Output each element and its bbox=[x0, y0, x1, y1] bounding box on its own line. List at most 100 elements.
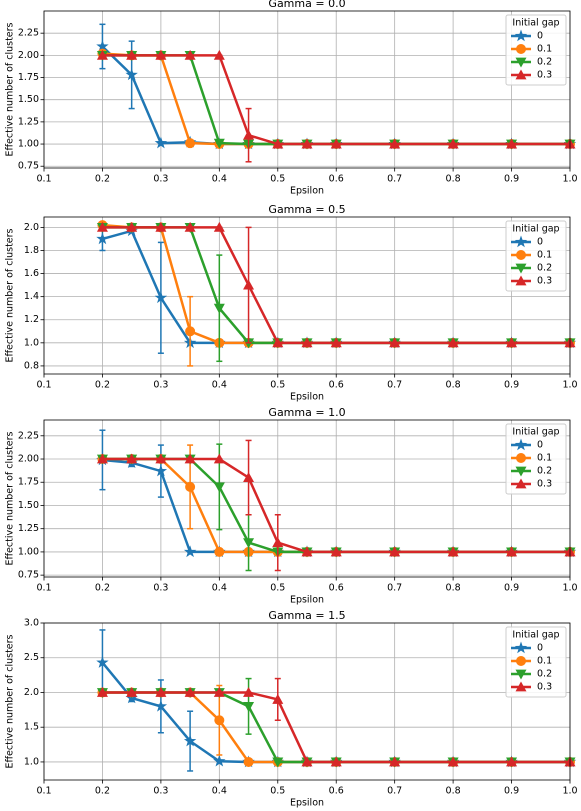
y-tick-label: 3.0 bbox=[24, 618, 39, 629]
y-tick-label: 1.5 bbox=[24, 722, 39, 733]
marker bbox=[243, 472, 255, 482]
marker bbox=[301, 546, 313, 557]
x-tick-label: 0.7 bbox=[387, 174, 402, 185]
marker bbox=[185, 326, 196, 337]
x-tick-label: 0.2 bbox=[95, 380, 110, 391]
marker bbox=[389, 138, 401, 149]
x-tick-label: 0.2 bbox=[95, 583, 110, 594]
x-tick-label: 0.6 bbox=[329, 583, 344, 594]
x-tick-label: 0.3 bbox=[153, 174, 168, 185]
subplot-title: Gamma = 0.0 bbox=[268, 0, 345, 10]
marker bbox=[126, 686, 138, 697]
y-tick-label: 1.75 bbox=[18, 72, 39, 83]
marker bbox=[301, 337, 313, 348]
marker bbox=[154, 699, 168, 712]
marker bbox=[447, 337, 459, 348]
marker bbox=[183, 734, 197, 747]
marker bbox=[243, 686, 255, 697]
marker bbox=[213, 221, 225, 232]
legend-label: 0 bbox=[537, 237, 543, 248]
x-tick-label: 0.6 bbox=[329, 380, 344, 391]
marker bbox=[516, 250, 526, 260]
x-tick-label: 0.1 bbox=[36, 174, 51, 185]
marker bbox=[330, 138, 342, 149]
x-tick-label: 0.8 bbox=[446, 380, 461, 391]
x-tick-label: 0.3 bbox=[153, 786, 168, 797]
y-tick-label: 2.5 bbox=[24, 652, 39, 663]
marker bbox=[213, 138, 225, 149]
legend: Initial gap 0 0.1 0.2 0.3 bbox=[505, 14, 567, 86]
y-tick-label: 0.75 bbox=[18, 161, 39, 172]
x-tick-label: 0.3 bbox=[153, 380, 168, 391]
marker bbox=[184, 49, 196, 60]
legend-label: 0.1 bbox=[537, 44, 552, 55]
marker bbox=[506, 138, 518, 149]
x-tick-label: 0.7 bbox=[387, 583, 402, 594]
y-axis-label: Effective number of clusters bbox=[5, 634, 16, 768]
x-tick-label: 0.7 bbox=[387, 786, 402, 797]
legend-label: 0.2 bbox=[537, 57, 552, 68]
legend-label: 0.3 bbox=[537, 276, 552, 287]
y-axis-label: Effective number of clusters bbox=[5, 228, 16, 362]
subplot: Gamma = 1.5 0.1 0.2 0.3 0.4 0.5 0.6 0.7 0.8 0.9 1.… bbox=[5, 609, 578, 809]
x-tick-label: 0.2 bbox=[95, 174, 110, 185]
marker bbox=[185, 481, 196, 492]
marker bbox=[506, 337, 518, 348]
marker bbox=[213, 686, 225, 697]
x-tick-label: 0.4 bbox=[212, 583, 227, 594]
marker bbox=[125, 68, 138, 81]
marker bbox=[96, 39, 109, 52]
marker bbox=[272, 337, 284, 348]
legend-label: 0.2 bbox=[537, 466, 552, 477]
x-tick-label: 0.8 bbox=[446, 786, 461, 797]
marker bbox=[272, 757, 284, 768]
marker bbox=[96, 656, 109, 668]
x-tick-label: 0.6 bbox=[329, 174, 344, 185]
marker bbox=[330, 546, 342, 557]
y-tick-label: 1.00 bbox=[18, 546, 39, 557]
y-tick-label: 1.00 bbox=[18, 139, 39, 150]
plot-frame bbox=[43, 622, 571, 781]
subplot-title: Gamma = 1.5 bbox=[268, 609, 345, 622]
x-tick-label: 1.0 bbox=[562, 380, 577, 391]
marker bbox=[515, 478, 527, 489]
marker bbox=[184, 453, 196, 464]
marker bbox=[301, 756, 313, 767]
subplot-title: Gamma = 0.5 bbox=[268, 203, 345, 216]
marker bbox=[243, 129, 255, 140]
y-tick-label: 1.8 bbox=[24, 245, 39, 256]
marker bbox=[506, 546, 518, 557]
marker bbox=[214, 546, 225, 557]
marker bbox=[184, 221, 196, 232]
legend-title: Initial gap bbox=[512, 224, 559, 235]
marker bbox=[514, 235, 528, 248]
marker bbox=[96, 221, 108, 232]
marker bbox=[155, 453, 167, 464]
legend: Initial gap 0 0.1 0.2 0.3 bbox=[505, 220, 567, 292]
legend-label: 0 bbox=[537, 31, 543, 42]
marker bbox=[243, 279, 255, 290]
marker bbox=[301, 138, 313, 149]
x-tick-label: 0.4 bbox=[212, 786, 227, 797]
marker bbox=[515, 466, 527, 477]
marker bbox=[96, 49, 108, 60]
y-tick-label: 0.8 bbox=[24, 360, 39, 371]
x-tick-label: 0.9 bbox=[504, 583, 519, 594]
marker bbox=[154, 136, 168, 149]
y-axis-label: Effective number of clusters bbox=[5, 22, 16, 156]
legend-label: 0.2 bbox=[537, 669, 552, 680]
x-tick-label: 0.1 bbox=[36, 786, 51, 797]
x-tick-label: 1.0 bbox=[562, 583, 577, 594]
subplot: Gamma = 1.0 0.1 0.2 0.3 0.4 0.5 0.6 0.7 0.8 0.9 1.… bbox=[5, 406, 578, 606]
marker bbox=[213, 49, 225, 60]
x-tick-label: 0.5 bbox=[270, 380, 285, 391]
y-tick-label: 0.75 bbox=[18, 570, 39, 581]
x-tick-label: 0.9 bbox=[504, 786, 519, 797]
x-axis-label: Epsilon bbox=[290, 798, 324, 809]
legend-title: Initial gap bbox=[512, 427, 559, 438]
marker bbox=[154, 464, 168, 477]
y-axis-label: Effective number of clusters bbox=[5, 431, 16, 565]
legend-label: 0.3 bbox=[537, 70, 552, 81]
plot-frame bbox=[43, 216, 571, 375]
y-tick-label: 2.00 bbox=[18, 454, 39, 465]
